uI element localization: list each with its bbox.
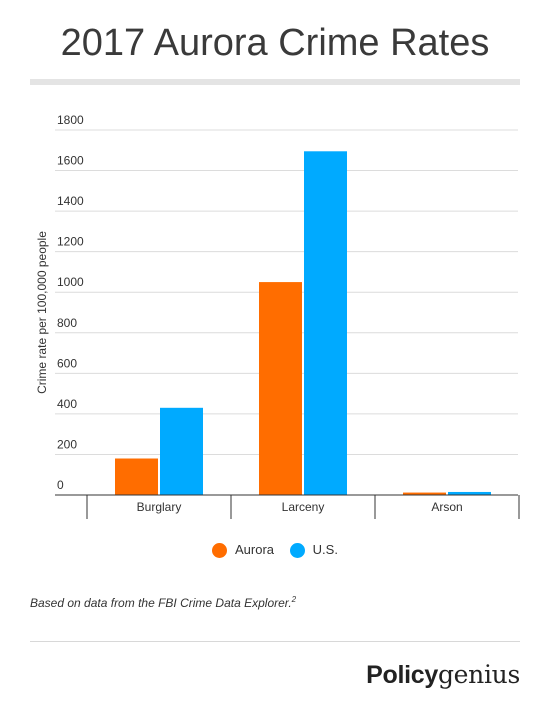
bar-aurora-arson — [403, 492, 446, 495]
title-divider — [30, 79, 520, 85]
y-tick-label-0: 0 — [57, 478, 64, 492]
y-tick-label-1600: 1600 — [57, 154, 84, 168]
y-tick-label-1200: 1200 — [57, 235, 84, 249]
legend-swatch-us — [289, 542, 305, 558]
source-text: Based on data from the FBI Crime Data Ex… — [30, 596, 292, 610]
bar-aurora-larceny — [259, 282, 302, 495]
y-tick-label-1800: 1800 — [57, 113, 84, 127]
bar-us-arson — [448, 491, 491, 495]
brand-logo-light: genius — [437, 660, 520, 689]
bar-us-larceny — [304, 151, 347, 495]
legend-label-aurora: Aurora — [235, 541, 275, 557]
source-footnote: 2 — [291, 595, 297, 604]
y-tick-label-600: 600 — [57, 356, 77, 370]
legend: Aurora U.S. — [0, 541, 550, 558]
y-tick-label-400: 400 — [57, 397, 77, 411]
source-note: Based on data from the FBI Crime Data Ex… — [30, 595, 296, 610]
chart-title: 2017 Aurora Crime Rates — [60, 22, 490, 64]
y-tick-label-200: 200 — [57, 437, 77, 451]
y-tick-label-1000: 1000 — [57, 275, 84, 289]
legend-label-us: U.S. — [312, 541, 338, 557]
x-tick-label-larceny: Larceny — [282, 500, 325, 514]
y-tick-label-800: 800 — [57, 316, 77, 330]
y-tick-label-1400: 1400 — [57, 194, 84, 208]
footer-divider — [30, 641, 520, 642]
bar-aurora-burglary — [115, 458, 158, 495]
legend-item-us: U.S. — [289, 541, 338, 558]
legend-item-aurora: Aurora — [212, 542, 274, 558]
x-tick-label-burglary: Burglary — [137, 500, 182, 514]
bar-us-burglary — [160, 407, 203, 495]
x-tick-label-arson: Arson — [431, 500, 462, 514]
y-axis-label: Crime rate per 100,000 people — [35, 231, 49, 394]
brand-logo: Policygenius — [366, 660, 520, 690]
brand-logo-bold: Policy — [366, 661, 438, 689]
bar-chart: 0 200 400 600 800 1000 1200 1400 1600 1800 Crime r… — [35, 113, 520, 519]
legend-swatch-aurora — [212, 542, 228, 558]
